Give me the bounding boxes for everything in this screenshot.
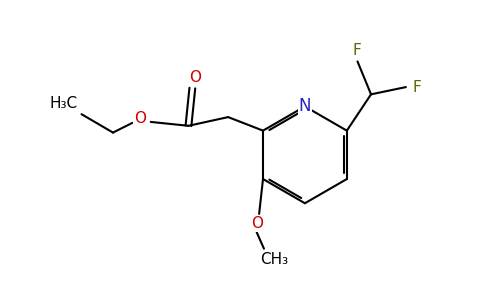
- Text: F: F: [412, 80, 421, 94]
- Text: O: O: [189, 70, 201, 85]
- Text: CH₃: CH₃: [260, 252, 288, 267]
- Text: O: O: [134, 111, 146, 126]
- Text: N: N: [299, 98, 311, 116]
- Text: H₃C: H₃C: [49, 96, 77, 111]
- Text: O: O: [251, 216, 263, 231]
- Text: F: F: [352, 43, 361, 58]
